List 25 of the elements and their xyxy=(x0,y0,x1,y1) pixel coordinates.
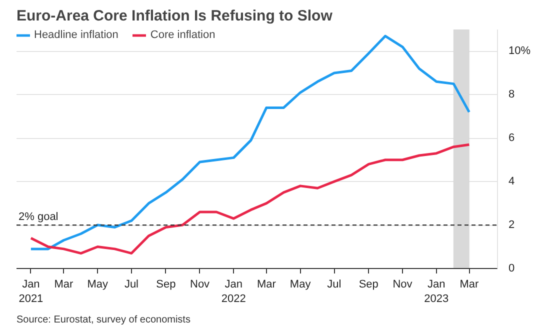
ref-line-label: 2% goal xyxy=(18,211,58,224)
x-tick-label: Sep xyxy=(156,278,176,290)
x-tick-label: Mar xyxy=(256,278,276,290)
x-tick-label: Mar xyxy=(460,278,479,290)
x-tick-label: Mar xyxy=(54,278,74,290)
x-tick-label: Jan 2023 xyxy=(424,278,449,305)
x-tick-label: Jan 2021 xyxy=(18,278,44,305)
x-tick-label: Nov xyxy=(190,278,210,290)
y-tick-label: 4 xyxy=(508,176,515,188)
x-tick-label: Sep xyxy=(358,278,378,290)
x-tick-label: Nov xyxy=(392,278,413,290)
x-tick-label: Jan 2022 xyxy=(221,278,246,305)
y-tick-label: 0 xyxy=(508,262,515,274)
x-tick-label: May xyxy=(290,278,312,290)
y-tick-label: 8 xyxy=(508,88,515,101)
x-tick-label: May xyxy=(87,278,108,290)
chart-title: Euro-Area Core Inflation Is Refusing to Slow xyxy=(16,8,333,24)
x-tick-label: Jul xyxy=(327,278,342,290)
y-tick-label: 2 xyxy=(508,219,515,232)
source-note: Source: Eurostat, survey of economists xyxy=(16,314,190,326)
legend-label: Headline inflation xyxy=(34,29,118,41)
y-tick-label: 6 xyxy=(508,132,515,144)
y-tick-label: 10% xyxy=(508,45,531,58)
legend-label: Core inflation xyxy=(150,29,216,41)
x-tick-label: Jul xyxy=(124,278,139,290)
